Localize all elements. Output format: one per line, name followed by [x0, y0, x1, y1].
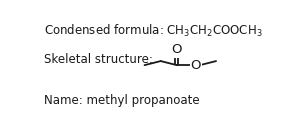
Text: Skeletal structure:: Skeletal structure: [44, 53, 153, 66]
Text: Condensed formula: CH$_3$CH$_2$COOCH$_3$: Condensed formula: CH$_3$CH$_2$COOCH$_3$ [44, 22, 262, 39]
Text: O: O [190, 59, 201, 72]
Text: O: O [172, 43, 182, 56]
Text: Name: methyl propanoate: Name: methyl propanoate [44, 94, 199, 107]
